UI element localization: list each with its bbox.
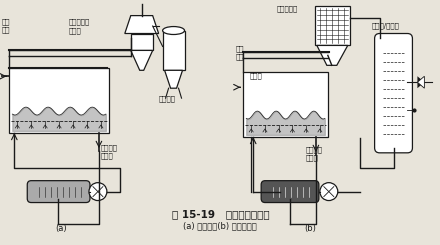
Text: (a) 开启式；(b) 封闭循环式: (a) 开启式；(b) 封闭循环式 [183,221,257,231]
Bar [163,31,184,70]
Text: 流化床: 流化床 [69,27,82,34]
Text: 流化床: 流化床 [249,72,262,79]
Text: 旋风分离器: 旋风分离器 [69,19,90,25]
Text: 进入: 进入 [1,26,10,33]
Ellipse shape [89,183,107,201]
Text: 袋式过滤器: 袋式过滤器 [277,6,298,12]
Text: 产品: 产品 [235,45,244,52]
Polygon shape [131,50,153,70]
Bar [131,34,153,50]
Polygon shape [165,70,183,88]
Bar [243,72,328,137]
Text: 洗涤器/冷凝器: 洗涤器/冷凝器 [372,23,400,29]
Bar [9,68,109,133]
Text: 图 15-19   流化床干燥装置: 图 15-19 流化床干燥装置 [172,209,269,220]
Text: (a): (a) [55,224,67,233]
Polygon shape [125,16,159,34]
Polygon shape [418,76,424,88]
Bar [315,6,350,45]
FancyBboxPatch shape [261,181,319,203]
Text: 产品出口: 产品出口 [101,145,118,151]
Text: 入口: 入口 [235,53,244,60]
Text: (b): (b) [304,224,316,233]
Text: 加热器: 加热器 [306,155,319,161]
Text: 加热器: 加热器 [101,153,114,159]
Ellipse shape [163,26,184,35]
Ellipse shape [320,183,338,201]
Text: 产品出口: 产品出口 [306,147,323,153]
FancyBboxPatch shape [27,181,90,203]
Text: 虚式烧器: 虚式烧器 [159,95,176,102]
Polygon shape [418,76,424,88]
Text: 产品: 产品 [1,19,10,25]
FancyBboxPatch shape [374,34,412,153]
Polygon shape [317,45,348,65]
